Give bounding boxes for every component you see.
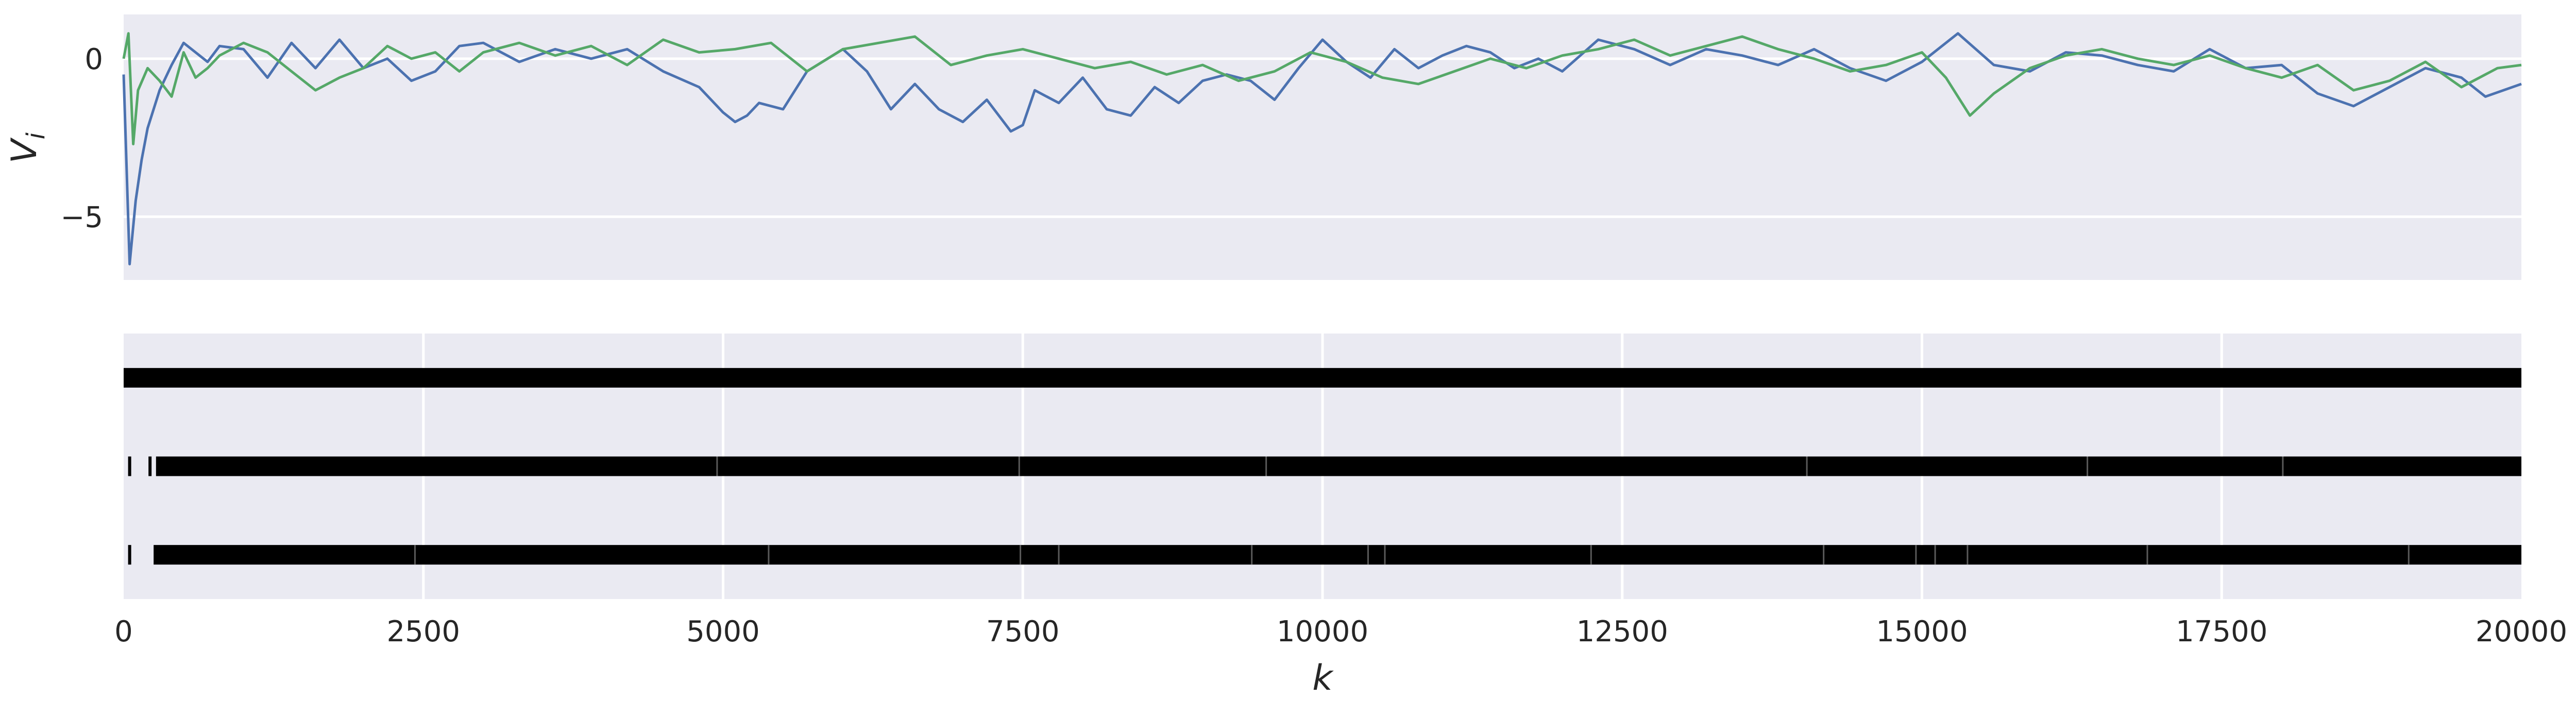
x-tick-label: 7500 [986, 615, 1060, 649]
y-axis-label: Vi [4, 132, 50, 163]
bottom-chart: 0 2500 5000 7500 10000 12500 15000 17500 20000 k [114, 334, 2567, 699]
y-tick-label: 0 [84, 43, 103, 76]
top-y-tick-labels: 0 −5 [60, 43, 103, 235]
event-raster-rows [124, 368, 2522, 565]
x-tick-label: 0 [114, 615, 133, 649]
top-gridlines [124, 57, 2521, 218]
x-tick-label: 5000 [686, 615, 760, 649]
x-tick-label: 20000 [2476, 615, 2567, 649]
x-tick-labels: 0 2500 5000 7500 10000 12500 15000 17500 20000 [114, 615, 2567, 649]
event-tick [148, 456, 152, 476]
x-tick-label: 10000 [1277, 615, 1368, 649]
x-axis-label: k [1312, 658, 1334, 699]
event-band [154, 545, 2522, 565]
x-tick-label: 17500 [2176, 615, 2267, 649]
x-tick-label: 2500 [386, 615, 460, 649]
event-row-3 [128, 545, 2522, 565]
x-tick-label: 12500 [1577, 615, 1668, 649]
event-row-1 [124, 368, 2521, 388]
x-tick-label: 15000 [1876, 615, 1968, 649]
event-row-2 [128, 456, 2521, 476]
series-line-2 [122, 32, 2522, 145]
event-band [124, 368, 2521, 388]
event-tick [128, 456, 131, 476]
event-tick [128, 545, 131, 565]
top-series-lines [122, 32, 2522, 265]
y-tick-label: −5 [60, 201, 103, 234]
top-chart: 0 −5 Vi [4, 14, 2522, 280]
series-line-1 [122, 32, 2522, 265]
event-band [156, 456, 2521, 476]
